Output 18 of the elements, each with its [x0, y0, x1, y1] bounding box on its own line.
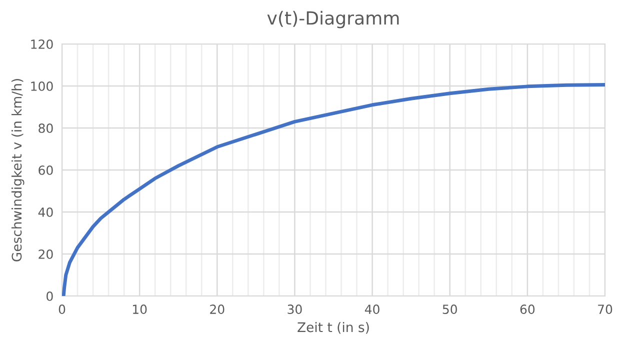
- y-tick-label: 40: [38, 207, 53, 217]
- y-tick-label: 100: [31, 81, 53, 91]
- x-axis-title: Zeit t (in s): [298, 322, 369, 334]
- y-tick-label: 80: [38, 123, 53, 133]
- x-tick-label: 0: [58, 304, 66, 314]
- x-tick-label: 40: [364, 304, 380, 314]
- y-axis-title: Geschwindigkeit v (in km/h): [11, 79, 24, 262]
- x-tick-label: 10: [132, 304, 147, 314]
- y-tick-label: 60: [38, 165, 53, 175]
- y-tick-label: 0: [46, 291, 53, 301]
- x-tick-label: 60: [520, 304, 535, 314]
- x-tick-label: 50: [442, 304, 457, 314]
- y-tick-label: 120: [31, 39, 53, 49]
- x-tick-label: 20: [210, 304, 224, 314]
- y-tick-label: 20: [38, 249, 53, 259]
- x-tick-label: 30: [288, 304, 302, 314]
- x-tick-label: 70: [598, 304, 612, 314]
- chart-title: v(t)-Diagramm: [267, 10, 399, 28]
